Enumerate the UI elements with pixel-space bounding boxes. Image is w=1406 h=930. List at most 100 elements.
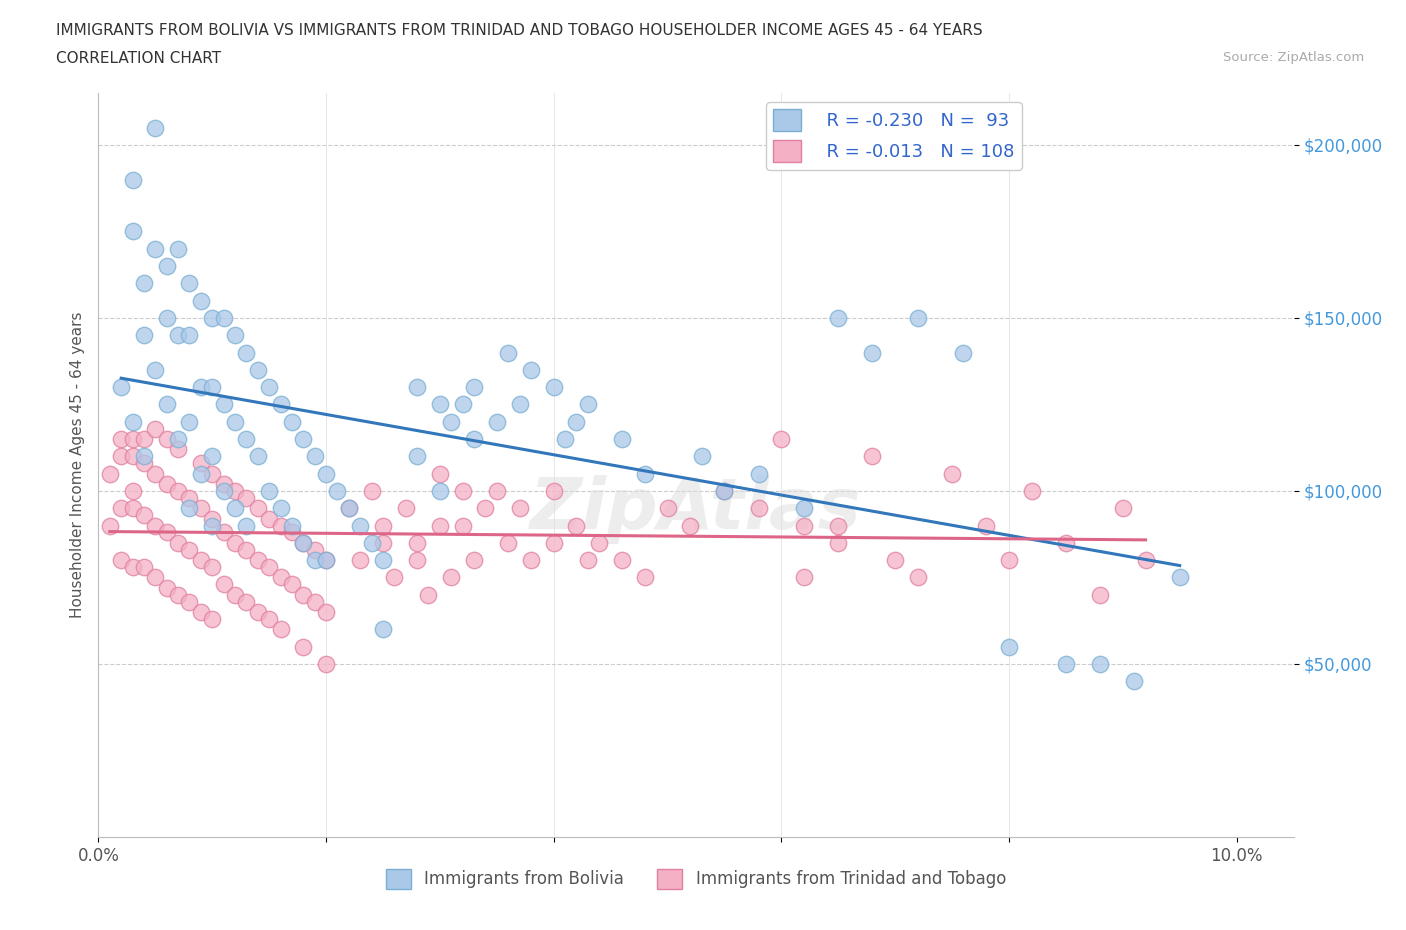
Y-axis label: Householder Income Ages 45 - 64 years: Householder Income Ages 45 - 64 years bbox=[69, 312, 84, 618]
Point bbox=[485, 414, 508, 429]
Point bbox=[304, 449, 326, 464]
Point bbox=[326, 484, 349, 498]
Point bbox=[156, 580, 179, 595]
Point bbox=[748, 501, 770, 516]
Point bbox=[713, 484, 735, 498]
Point bbox=[543, 484, 565, 498]
Point bbox=[167, 241, 190, 256]
Point bbox=[235, 490, 257, 505]
Point bbox=[952, 345, 974, 360]
Point bbox=[281, 414, 304, 429]
Point bbox=[337, 501, 360, 516]
Point bbox=[292, 639, 315, 654]
Point bbox=[509, 501, 531, 516]
Point bbox=[463, 432, 485, 446]
Point bbox=[167, 536, 190, 551]
Point bbox=[143, 570, 166, 585]
Point bbox=[190, 552, 212, 567]
Point bbox=[440, 414, 463, 429]
Point bbox=[610, 432, 633, 446]
Point bbox=[998, 552, 1021, 567]
Text: IMMIGRANTS FROM BOLIVIA VS IMMIGRANTS FROM TRINIDAD AND TOBAGO HOUSEHOLDER INCOM: IMMIGRANTS FROM BOLIVIA VS IMMIGRANTS FR… bbox=[56, 23, 983, 38]
Point bbox=[520, 552, 543, 567]
Point bbox=[143, 518, 166, 533]
Text: Source: ZipAtlas.com: Source: ZipAtlas.com bbox=[1223, 51, 1364, 64]
Point bbox=[382, 570, 405, 585]
Point bbox=[429, 484, 451, 498]
Point bbox=[257, 512, 280, 526]
Point bbox=[1088, 588, 1111, 603]
Point bbox=[179, 501, 201, 516]
Point bbox=[190, 456, 212, 471]
Point bbox=[565, 414, 588, 429]
Point bbox=[167, 484, 190, 498]
Point bbox=[235, 518, 257, 533]
Point bbox=[224, 501, 246, 516]
Point bbox=[121, 414, 143, 429]
Point bbox=[1088, 657, 1111, 671]
Point bbox=[190, 501, 212, 516]
Point bbox=[565, 518, 588, 533]
Point bbox=[179, 594, 201, 609]
Point bbox=[827, 311, 849, 325]
Point bbox=[281, 577, 304, 591]
Point bbox=[292, 588, 315, 603]
Text: ZipAtlas: ZipAtlas bbox=[530, 475, 862, 544]
Point bbox=[304, 552, 326, 567]
Point bbox=[201, 612, 224, 627]
Point bbox=[509, 397, 531, 412]
Point bbox=[974, 518, 997, 533]
Point bbox=[98, 518, 121, 533]
Point bbox=[406, 552, 429, 567]
Point bbox=[1168, 570, 1191, 585]
Point bbox=[270, 622, 292, 637]
Point bbox=[179, 327, 201, 342]
Point bbox=[246, 604, 269, 619]
Point bbox=[496, 536, 519, 551]
Point bbox=[315, 466, 337, 481]
Point bbox=[246, 552, 269, 567]
Point bbox=[121, 432, 143, 446]
Point bbox=[884, 552, 907, 567]
Point bbox=[224, 414, 246, 429]
Point bbox=[270, 518, 292, 533]
Point bbox=[485, 484, 508, 498]
Point bbox=[110, 432, 132, 446]
Point bbox=[451, 518, 474, 533]
Point bbox=[349, 518, 371, 533]
Point bbox=[132, 432, 155, 446]
Point bbox=[429, 397, 451, 412]
Point bbox=[132, 560, 155, 575]
Point bbox=[748, 466, 770, 481]
Point bbox=[190, 379, 212, 394]
Point bbox=[212, 577, 235, 591]
Point bbox=[190, 466, 212, 481]
Point bbox=[793, 501, 815, 516]
Point bbox=[246, 449, 269, 464]
Point bbox=[132, 449, 155, 464]
Point bbox=[406, 536, 429, 551]
Point bbox=[167, 327, 190, 342]
Point bbox=[315, 552, 337, 567]
Point bbox=[121, 560, 143, 575]
Point bbox=[371, 518, 394, 533]
Point bbox=[451, 397, 474, 412]
Point bbox=[224, 327, 246, 342]
Point bbox=[143, 120, 166, 135]
Point bbox=[543, 379, 565, 394]
Point bbox=[292, 536, 315, 551]
Point bbox=[998, 639, 1021, 654]
Point bbox=[270, 570, 292, 585]
Point bbox=[190, 293, 212, 308]
Point bbox=[190, 604, 212, 619]
Point bbox=[634, 570, 657, 585]
Point bbox=[406, 449, 429, 464]
Point bbox=[576, 552, 599, 567]
Point bbox=[1112, 501, 1135, 516]
Point bbox=[179, 542, 201, 557]
Point bbox=[143, 421, 166, 436]
Point bbox=[235, 542, 257, 557]
Point bbox=[418, 588, 440, 603]
Point bbox=[281, 525, 304, 540]
Point bbox=[371, 622, 394, 637]
